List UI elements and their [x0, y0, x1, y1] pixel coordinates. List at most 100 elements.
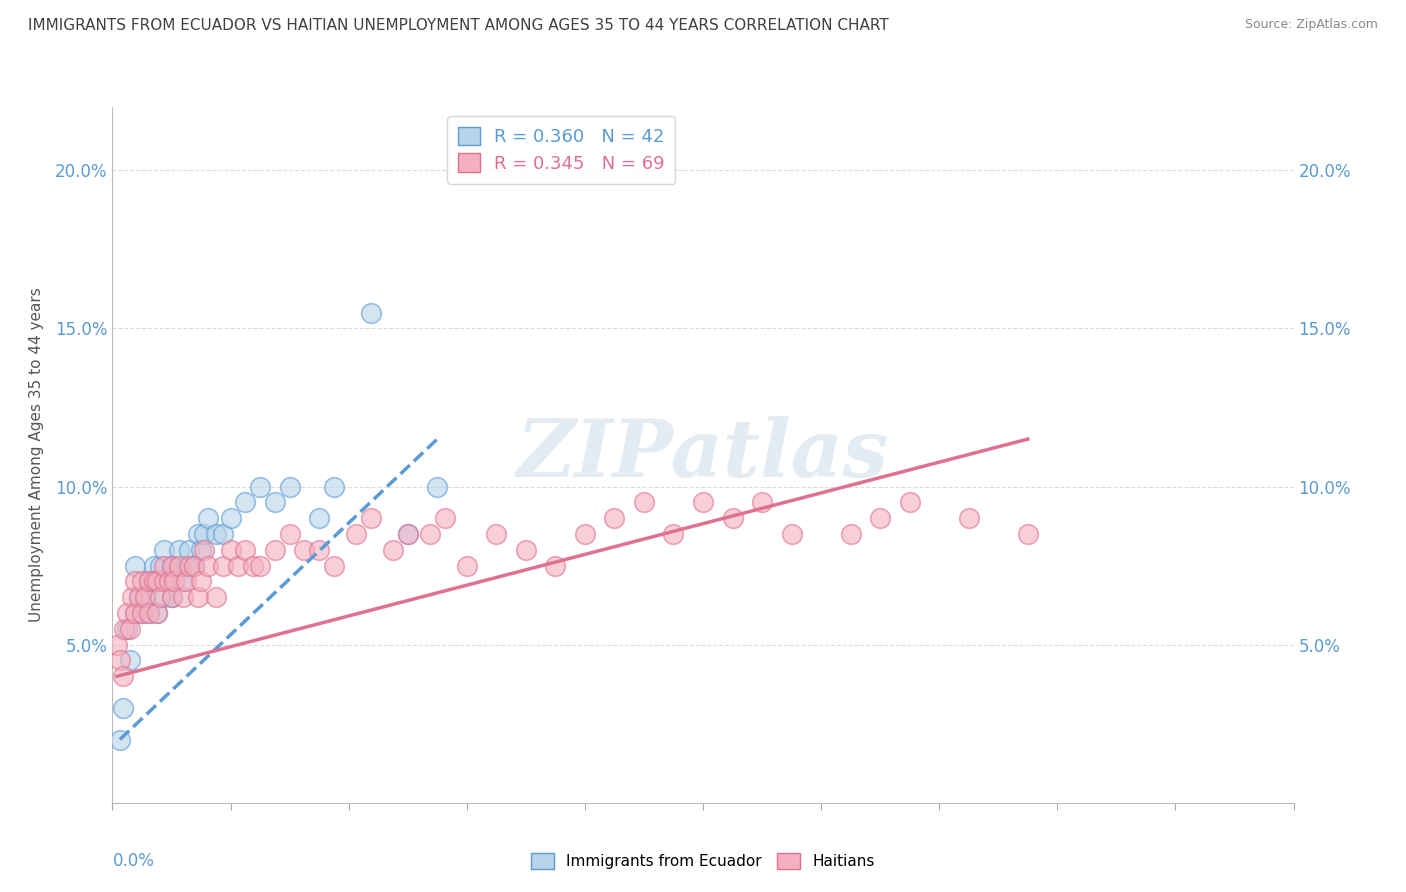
Point	[174, 558, 197, 573]
Point	[197, 558, 219, 573]
Point	[662, 527, 685, 541]
Point	[142, 558, 165, 573]
Point	[160, 558, 183, 573]
Point	[128, 591, 150, 605]
Point	[108, 653, 131, 667]
Point	[839, 527, 862, 541]
Point	[219, 542, 242, 557]
Point	[183, 558, 205, 573]
Point	[233, 495, 256, 509]
Point	[134, 591, 156, 605]
Point	[160, 591, 183, 605]
Point	[396, 527, 419, 541]
Point	[124, 558, 146, 573]
Point	[111, 669, 134, 683]
Point	[323, 558, 346, 573]
Point	[360, 305, 382, 319]
Point	[138, 606, 160, 620]
Point	[160, 591, 183, 605]
Point	[187, 527, 209, 541]
Point	[396, 527, 419, 541]
Point	[226, 558, 249, 573]
Point	[120, 622, 142, 636]
Point	[264, 495, 287, 509]
Point	[105, 638, 128, 652]
Point	[190, 574, 212, 589]
Point	[142, 574, 165, 589]
Point	[957, 511, 980, 525]
Point	[426, 479, 449, 493]
Point	[633, 495, 655, 509]
Text: 0.0%: 0.0%	[112, 852, 155, 870]
Point	[179, 542, 201, 557]
Point	[308, 511, 330, 525]
Point	[515, 542, 537, 557]
Point	[153, 542, 176, 557]
Point	[120, 653, 142, 667]
Point	[131, 606, 153, 620]
Point	[149, 558, 172, 573]
Point	[212, 527, 235, 541]
Point	[121, 591, 143, 605]
Point	[149, 591, 172, 605]
Point	[167, 542, 190, 557]
Point	[124, 574, 146, 589]
Point	[544, 558, 567, 573]
Point	[124, 606, 146, 620]
Point	[205, 527, 228, 541]
Point	[219, 511, 242, 525]
Point	[146, 574, 169, 589]
Legend: Immigrants from Ecuador, Haitians: Immigrants from Ecuador, Haitians	[524, 847, 882, 875]
Point	[1017, 527, 1039, 541]
Point	[212, 558, 235, 573]
Point	[205, 591, 228, 605]
Point	[433, 511, 456, 525]
Point	[456, 558, 478, 573]
Point	[869, 511, 891, 525]
Point	[157, 574, 180, 589]
Point	[278, 527, 301, 541]
Point	[382, 542, 405, 557]
Point	[138, 574, 160, 589]
Point	[292, 542, 315, 557]
Point	[249, 479, 271, 493]
Point	[242, 558, 264, 573]
Point	[193, 527, 215, 541]
Point	[485, 527, 508, 541]
Point	[344, 527, 367, 541]
Point	[134, 591, 156, 605]
Point	[172, 574, 194, 589]
Point	[193, 542, 215, 557]
Point	[146, 574, 169, 589]
Point	[721, 511, 744, 525]
Point	[153, 574, 176, 589]
Point	[751, 495, 773, 509]
Point	[138, 574, 160, 589]
Text: Source: ZipAtlas.com: Source: ZipAtlas.com	[1244, 18, 1378, 31]
Point	[360, 511, 382, 525]
Point	[179, 558, 201, 573]
Point	[117, 622, 138, 636]
Text: IMMIGRANTS FROM ECUADOR VS HAITIAN UNEMPLOYMENT AMONG AGES 35 TO 44 YEARS CORREL: IMMIGRANTS FROM ECUADOR VS HAITIAN UNEMP…	[28, 18, 889, 33]
Point	[112, 622, 135, 636]
Point	[264, 542, 287, 557]
Point	[233, 542, 256, 557]
Point	[117, 606, 138, 620]
Point	[131, 574, 153, 589]
Point	[249, 558, 271, 573]
Point	[108, 732, 131, 747]
Point	[190, 542, 212, 557]
Point	[138, 606, 160, 620]
Point	[124, 606, 146, 620]
Point	[278, 479, 301, 493]
Point	[323, 479, 346, 493]
Point	[692, 495, 714, 509]
Point	[308, 542, 330, 557]
Point	[174, 574, 197, 589]
Point	[187, 591, 209, 605]
Point	[603, 511, 626, 525]
Point	[146, 606, 169, 620]
Legend: R = 0.360   N = 42, R = 0.345   N = 69: R = 0.360 N = 42, R = 0.345 N = 69	[447, 116, 675, 184]
Point	[157, 574, 180, 589]
Point	[197, 511, 219, 525]
